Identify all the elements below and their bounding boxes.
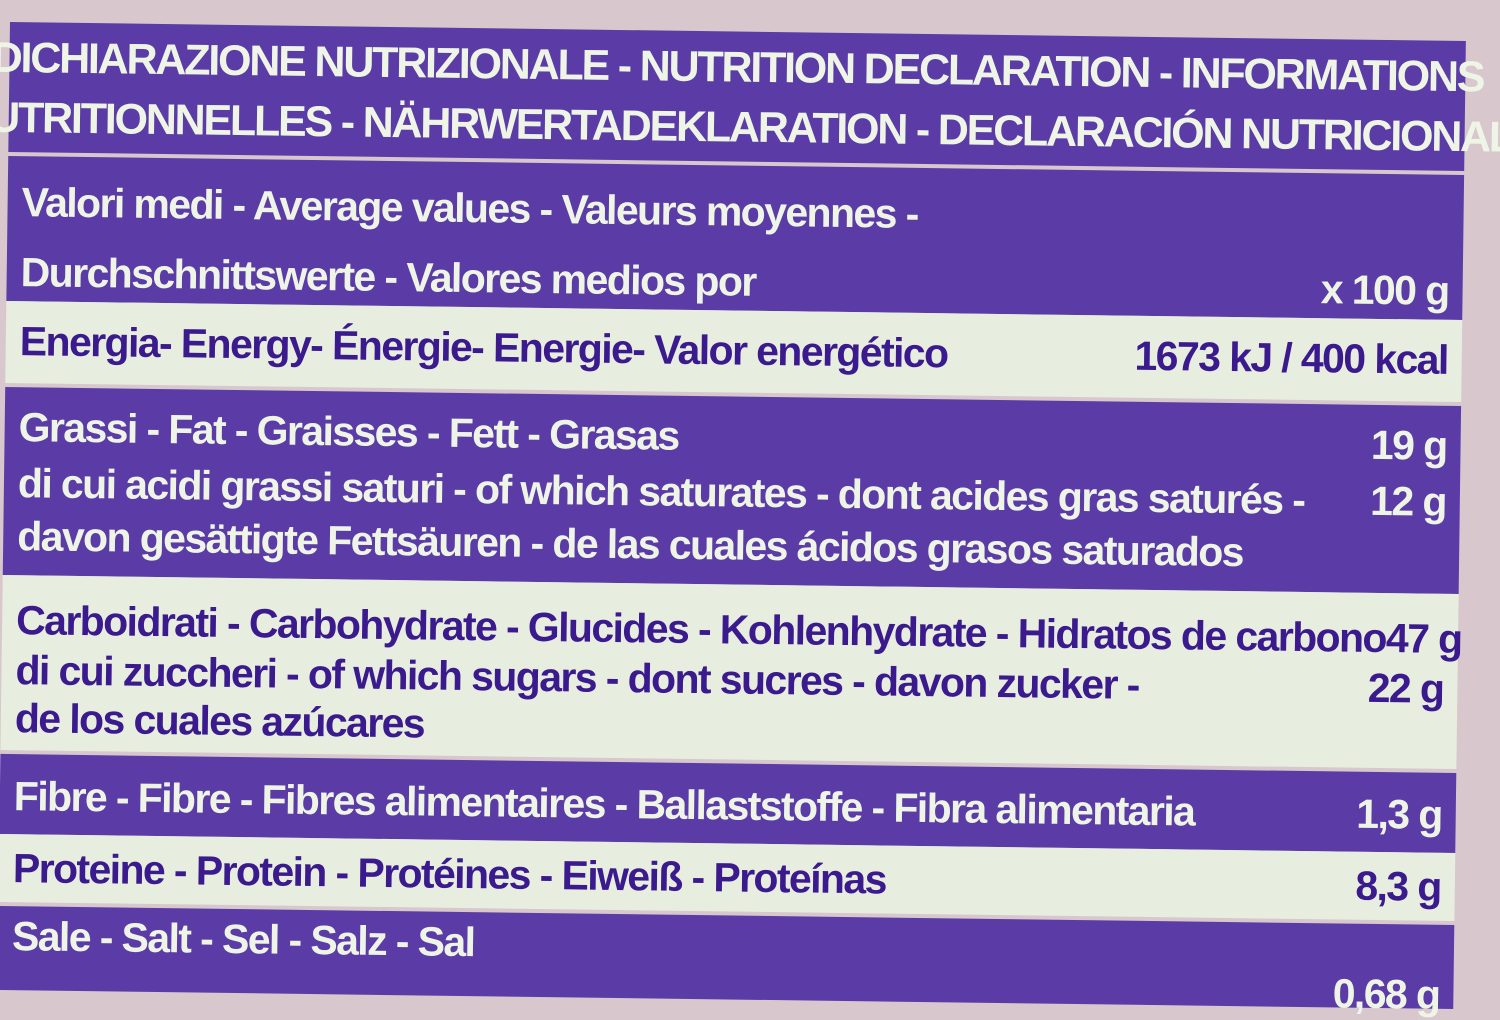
carbohydrate-value: 47 g <box>1385 615 1462 663</box>
salt-value: 0,68 g <box>1332 970 1440 1018</box>
fat-row: Grassi - Fat - Graisses - Fett - Grasas 1… <box>2 386 1462 595</box>
fat-value: 19 g <box>1370 421 1447 469</box>
protein-label: Proteine - Protein - Protéines - Eiweiß … <box>12 845 887 903</box>
sugars-value: 22 g <box>1367 664 1444 712</box>
energy-label: Energia- Energy- Énergie- Energie- Valor… <box>19 318 948 377</box>
energy-value: 1673 kJ / 400 kcal <box>1134 332 1449 383</box>
per-amount: x 100 g <box>1320 266 1449 314</box>
fibre-label: Fibre - Fibre - Fibres alimentaires - Ba… <box>13 773 1195 835</box>
average-label-1: Valori medi - Average values - Valeurs m… <box>21 179 919 237</box>
carbohydrate-row: Carboidrati - Carbohydrate - Glucides - … <box>0 574 1462 769</box>
fibre-value: 1,3 g <box>1356 790 1443 838</box>
salt-row: Sale - Salt - Sel - Salz - Sal 0,68 g <box>0 905 1455 1018</box>
saturates-value: 12 g <box>1369 477 1447 525</box>
sugars-label-2: de los cuales azúcares <box>14 695 425 747</box>
fat-label: Grassi - Fat - Graisses - Fett - Grasas <box>18 404 679 459</box>
nutrition-table: DICHIARAZIONE NUTRIZIONALE - NUTRITION D… <box>0 22 1500 1018</box>
average-label-2: Durchschnittswerte - Valores medios por <box>20 249 757 305</box>
protein-value: 8,3 g <box>1355 862 1442 910</box>
salt-label: Sale - Salt - Sel - Salz - Sal <box>11 913 475 966</box>
table-header: DICHIARAZIONE NUTRIZIONALE - NUTRITION D… <box>0 22 1500 172</box>
average-values-row: Valori medi - Average values - Valeurs m… <box>6 155 1465 321</box>
